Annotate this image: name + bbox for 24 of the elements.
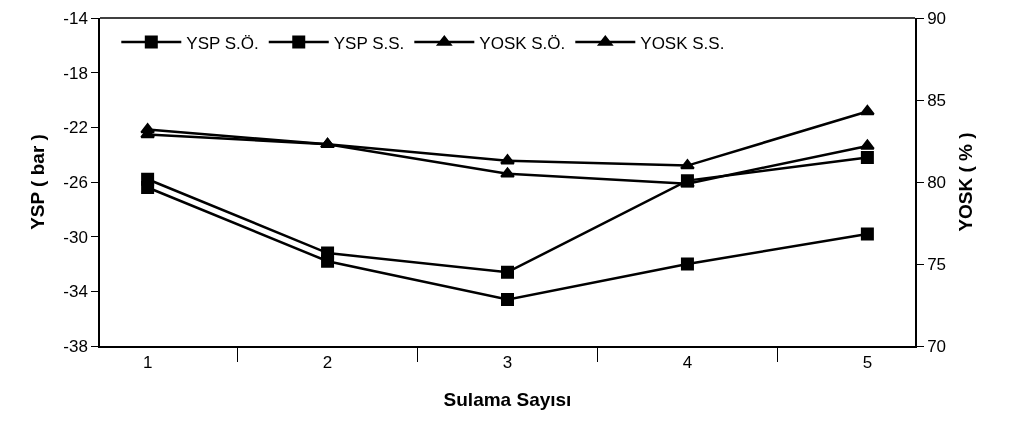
y-tick-label: -14 <box>63 8 88 28</box>
y-tick-label: -34 <box>63 282 88 302</box>
y-tick-label: -26 <box>63 172 88 192</box>
x-tick-label: 2 <box>322 353 333 373</box>
y-tick-label: -38 <box>63 336 88 356</box>
y2-axis-title: YOSK ( % ) <box>955 132 977 232</box>
y2-tick-label: 80 <box>927 172 947 192</box>
x-tick-label: 1 <box>142 353 153 373</box>
legend-label: YOSK S.Ö. <box>479 33 566 53</box>
y2-tick-label: 70 <box>927 336 947 356</box>
y-tick-label: -30 <box>63 227 88 247</box>
legend-label: YSP S.Ö. <box>186 33 259 53</box>
y2-tick-label: 75 <box>927 254 947 274</box>
y2-tick-label: 85 <box>927 90 947 110</box>
x-tick-label: 3 <box>502 353 513 373</box>
x-tick-label: 5 <box>862 353 873 373</box>
y2-tick-label: 90 <box>927 8 947 28</box>
y-tick-label: -18 <box>63 63 88 83</box>
legend-label: YSP S.S. <box>333 33 405 53</box>
y-tick-label: -22 <box>63 118 88 138</box>
x-axis-title: Sulama Sayısı <box>443 389 572 411</box>
y-axis-title: YSP ( bar ) <box>26 134 48 230</box>
x-tick-label: 4 <box>682 353 693 373</box>
legend-label: YOSK S.S. <box>640 33 725 53</box>
